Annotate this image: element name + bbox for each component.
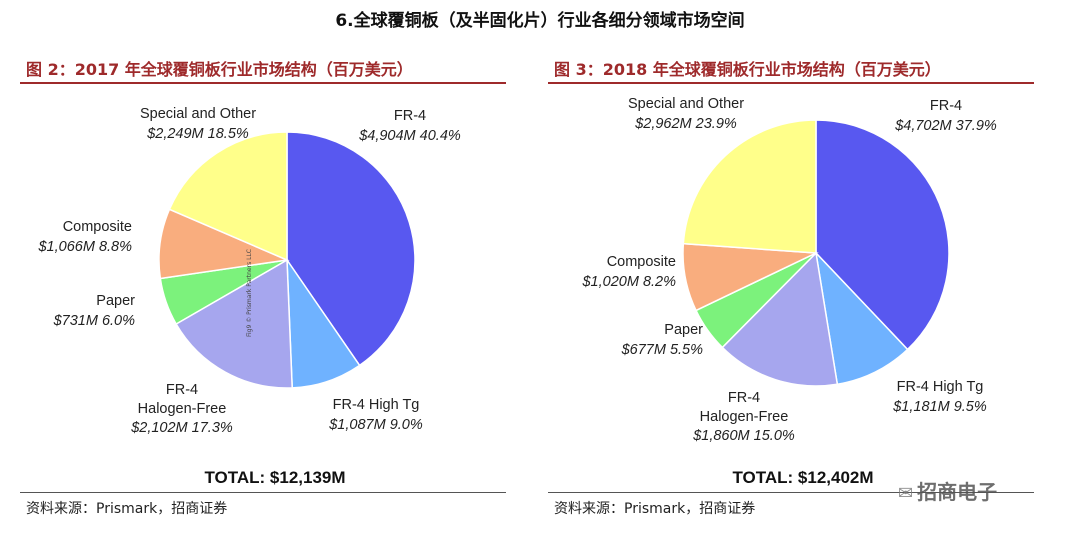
source-divider — [548, 492, 1034, 493]
slice-name-label: Paper — [96, 293, 135, 309]
source-divider — [20, 492, 506, 493]
slice-name-label: Halogen-Free — [138, 401, 227, 417]
watermark-text: 招商电子 — [917, 480, 998, 504]
slice-name-label: FR-4 — [930, 98, 962, 114]
slice-label: FR-4 High Tg $1,087M 9.0% — [328, 397, 423, 433]
chart-title: 图 3：2018 年全球覆铜板行业市场结构（百万美元） — [554, 60, 941, 79]
pie-slice-special-and-other — [168, 131, 288, 262]
slice-label: FR-4 Halogen-Free $2,102M 17.3% — [130, 382, 233, 436]
wechat-icon: ✉ — [898, 483, 914, 504]
slice-value-label: $4,702M 37.9% — [894, 118, 997, 134]
slice-value-label: $1,066M 8.8% — [37, 239, 132, 255]
chart-panel-2017: 图 2：2017 年全球覆铜板行业市场结构（百万美元） FR-4 $4,904M … — [20, 52, 530, 522]
pie-slice-fr-4 — [286, 131, 416, 367]
slice-label: Special and Other $2,962M 23.9% — [628, 96, 744, 132]
total-label: TOTAL: $12,139M — [204, 468, 346, 487]
slice-value-label: $1,087M 9.0% — [328, 417, 423, 433]
pie-slice-fr-4-halogen-free — [721, 251, 839, 387]
slice-label: Special and Other $2,249M 18.5% — [140, 106, 256, 142]
slice-name-label: Special and Other — [140, 106, 256, 122]
slice-name-label: Composite — [607, 254, 676, 270]
source-note: 资料来源：Prismark，招商证券 — [554, 501, 756, 517]
slice-value-label: $4,904M 40.4% — [358, 128, 461, 144]
chart-title: 图 2：2017 年全球覆铜板行业市场结构（百万美元） — [26, 60, 413, 79]
slice-name-label: Halogen-Free — [700, 409, 789, 425]
slice-label: FR-4 Halogen-Free $1,860M 15.0% — [692, 390, 795, 444]
slice-name-label: FR-4 — [394, 108, 426, 124]
slice-value-label: $731M 6.0% — [53, 313, 136, 329]
slice-value-label: $1,860M 15.0% — [692, 428, 795, 444]
slice-value-label: $2,962M 23.9% — [634, 116, 737, 132]
slice-label: Composite $1,066M 8.8% — [37, 219, 132, 255]
total-label: TOTAL: $12,402M — [732, 468, 874, 487]
slice-label: FR-4 High Tg $1,181M 9.5% — [892, 379, 987, 415]
copyright-note: Fig9 © Prismark Partners LLC — [246, 249, 253, 337]
slice-name-label: Paper — [664, 322, 703, 338]
slice-label: Paper $731M 6.0% — [53, 293, 136, 329]
slice-value-label: $2,249M 18.5% — [146, 126, 249, 142]
pie-chart-2017: FR-4 $4,904M 40.4% FR-4 High Tg $1,087M 9.0… — [37, 106, 461, 436]
title-divider — [20, 82, 506, 84]
slice-value-label: $1,181M 9.5% — [892, 399, 987, 415]
slice-label: FR-4 $4,702M 37.9% — [894, 98, 997, 134]
slice-name-label: FR-4 — [166, 382, 198, 398]
pie-chart-2018: FR-4 $4,702M 37.9% FR-4 High Tg $1,181M 9.5… — [581, 96, 997, 444]
chart-panel-2018: 图 3：2018 年全球覆铜板行业市场结构（百万美元） FR-4 $4,702M … — [548, 52, 1058, 522]
page-title: 6.全球覆铜板（及半固化片）行业各细分领域市场空间 — [335, 11, 745, 31]
pie-slice-fr-4 — [815, 119, 950, 351]
watermark: ✉ 招商电子 — [898, 476, 997, 505]
slice-value-label: $677M 5.5% — [621, 342, 704, 358]
pie-slice-fr-4-high-tg — [814, 250, 909, 386]
slice-name-label: Composite — [63, 219, 132, 235]
slice-name-label: FR-4 — [728, 390, 760, 406]
title-divider — [548, 82, 1034, 84]
slice-label: FR-4 $4,904M 40.4% — [358, 108, 461, 144]
slice-label: Composite $1,020M 8.2% — [581, 254, 676, 290]
pie-slice-fr-4-halogen-free — [175, 258, 293, 389]
slice-name-label: FR-4 High Tg — [897, 379, 984, 395]
pie-slice-special-and-other — [682, 119, 817, 254]
slice-name-label: FR-4 High Tg — [333, 397, 420, 413]
slice-name-label: Special and Other — [628, 96, 744, 112]
slice-label: Paper $677M 5.5% — [621, 322, 704, 358]
slice-value-label: $1,020M 8.2% — [581, 274, 676, 290]
slice-value-label: $2,102M 17.3% — [130, 420, 233, 436]
source-note: 资料来源：Prismark，招商证券 — [26, 501, 228, 517]
